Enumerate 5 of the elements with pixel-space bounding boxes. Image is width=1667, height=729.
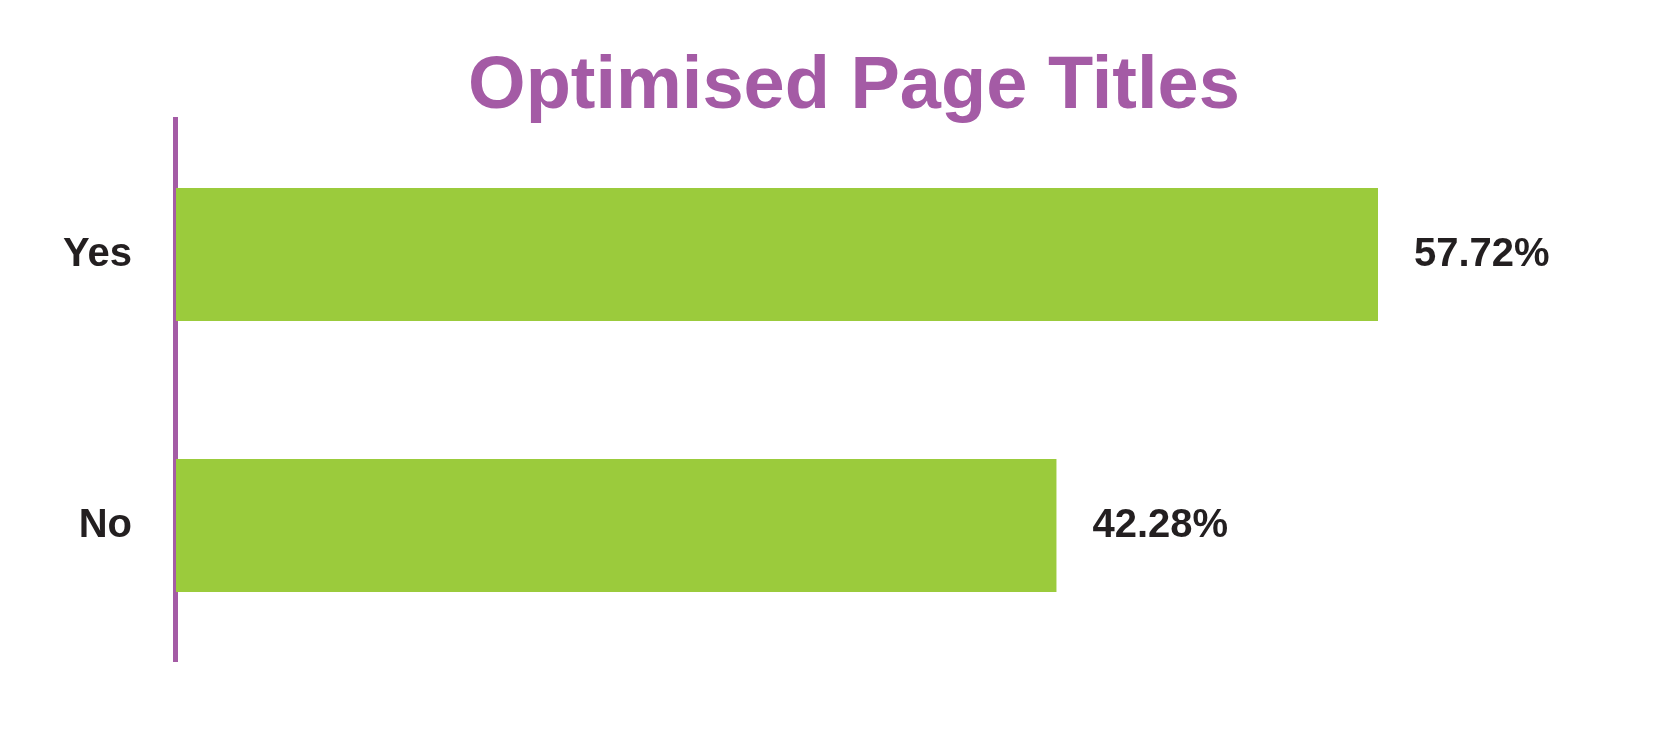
chart-title: Optimised Page Titles [468,41,1240,124]
data-label: 42.28% [1092,500,1229,545]
y-tick-label: Yes [63,229,132,274]
y-tick-label: No [78,500,132,545]
data-label: 57.72% [1414,229,1550,274]
